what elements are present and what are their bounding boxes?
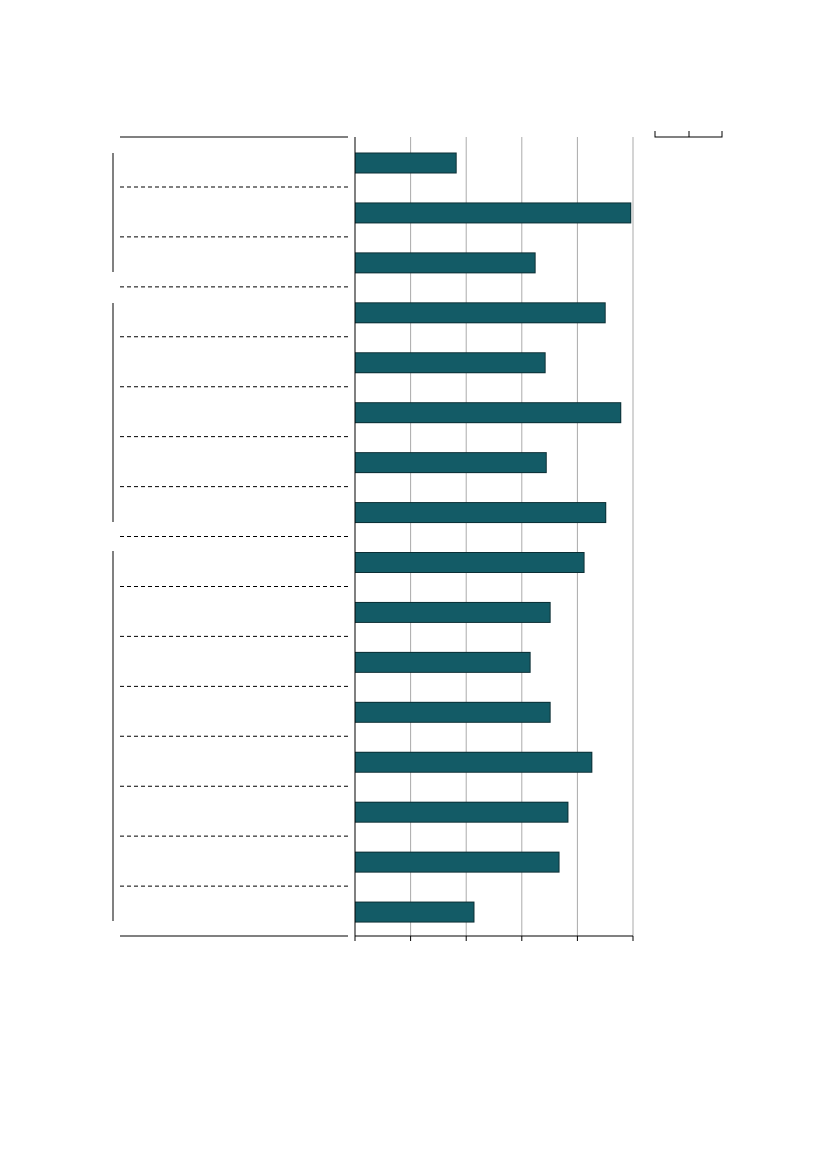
bar (354, 152, 457, 174)
bar (354, 452, 547, 474)
bar (354, 402, 622, 424)
bar (354, 552, 585, 573)
bar (354, 502, 607, 524)
bar (354, 252, 536, 274)
bar (354, 701, 551, 723)
bar (354, 202, 632, 224)
bar (354, 302, 606, 324)
bar (354, 751, 593, 773)
corner-scale (654, 131, 723, 138)
bar (354, 801, 569, 823)
frame (112, 131, 723, 937)
bar (354, 651, 531, 673)
bar (354, 901, 475, 923)
bar (354, 601, 551, 623)
bar (354, 851, 560, 873)
bar (354, 352, 546, 374)
